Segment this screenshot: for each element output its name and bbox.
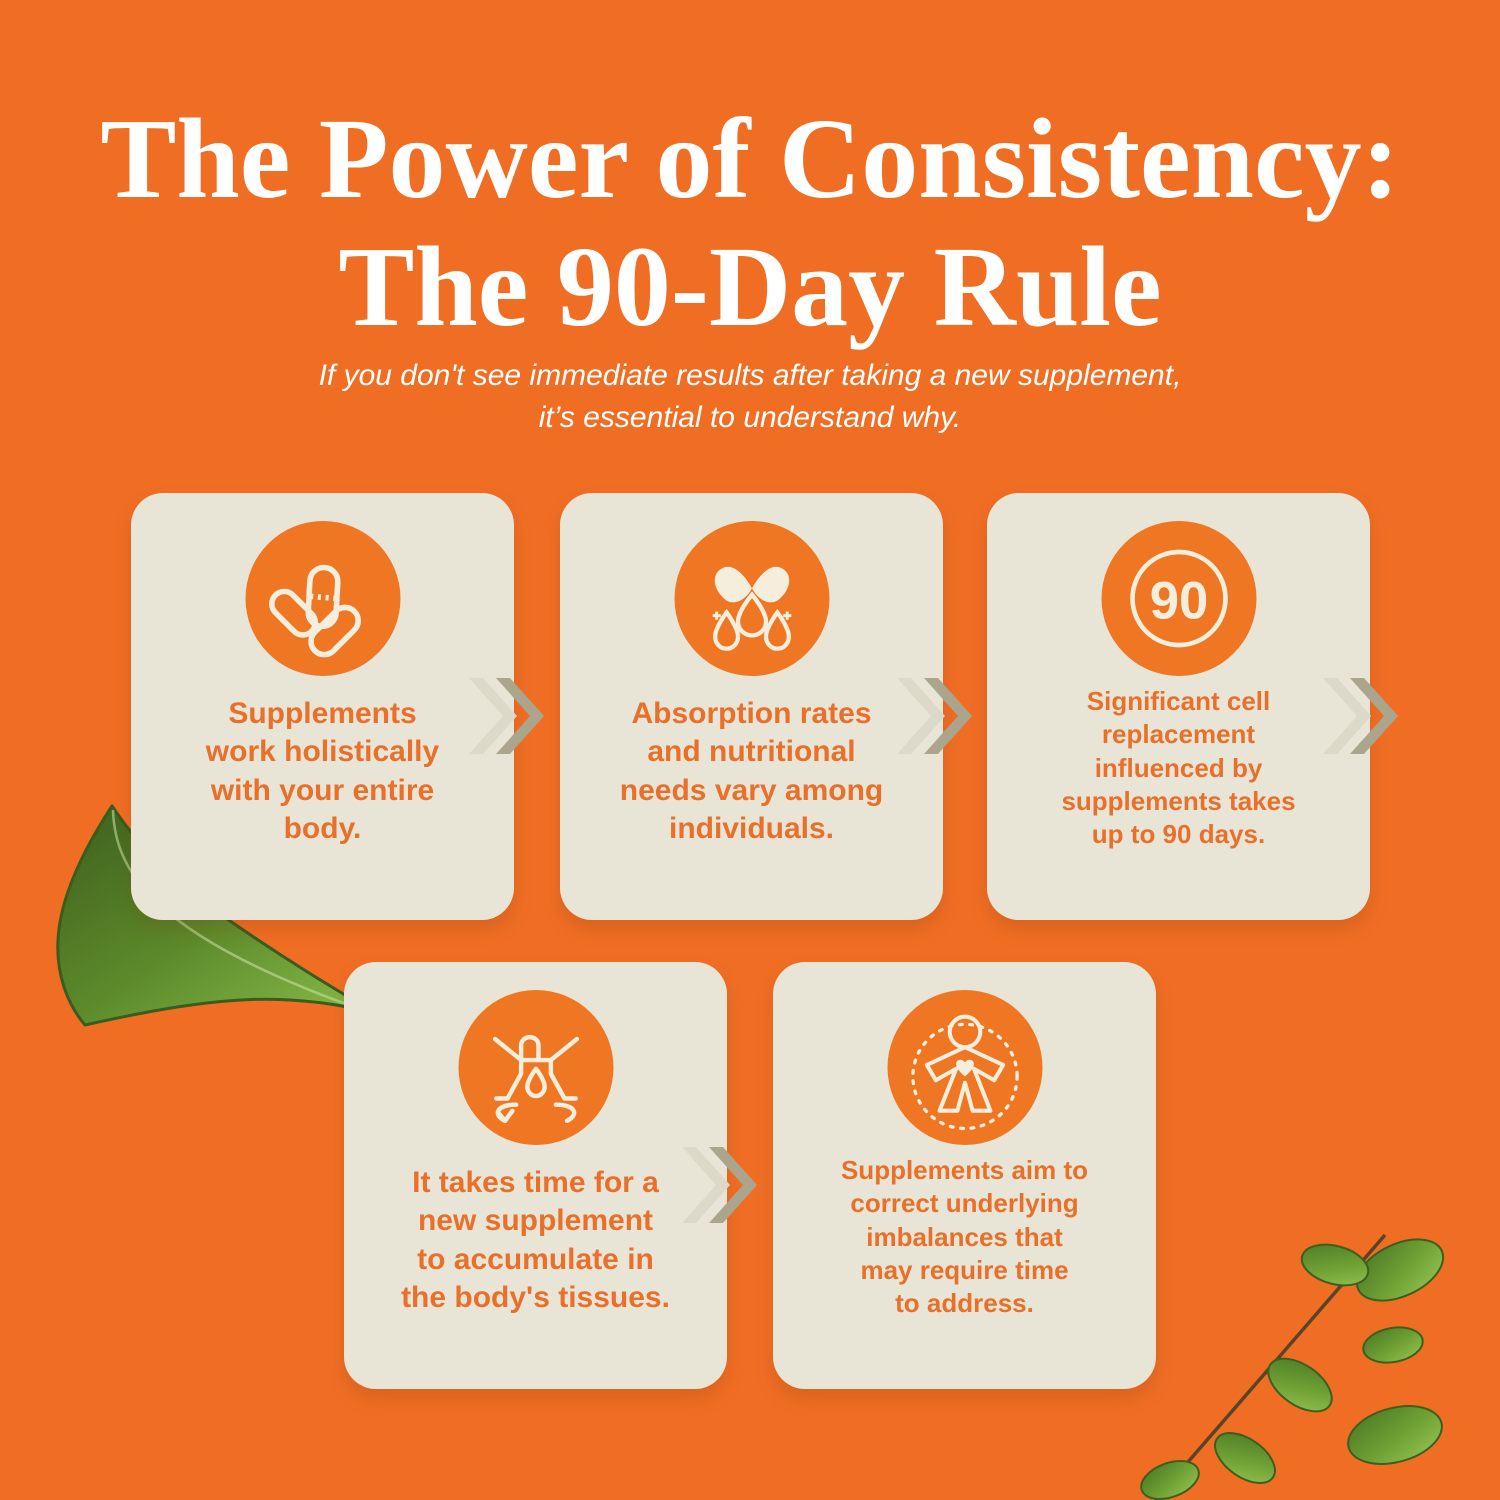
svg-text:90: 90 <box>1149 572 1208 631</box>
